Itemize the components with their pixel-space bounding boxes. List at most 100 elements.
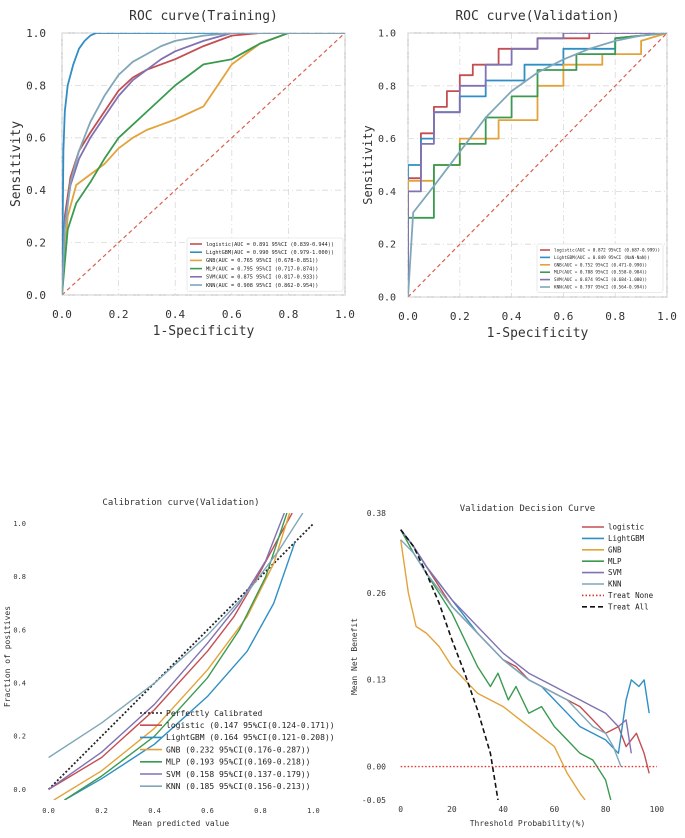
legend-label: Treat All: [608, 602, 649, 611]
legend: logistic(AUC = 0.872 95%CI (0.687-0.999)…: [536, 243, 664, 293]
x-tick-label: 0.0: [52, 308, 72, 321]
legend-label: logistic(AUC = 0.891 95%CI (0.839-0.944)…: [206, 242, 334, 248]
legend-label: MLP: [608, 557, 622, 566]
legend-box: [536, 243, 664, 293]
series-line-lightgbm: [62, 33, 345, 295]
legend-label: SVM(AUC = 0.875 95%CI (0.817-0.933)): [206, 275, 318, 281]
y-axis-label: Sensitivity: [361, 125, 375, 204]
legend: logistic LightGBM GNB MLP SVM KNN Treat None Tr…: [582, 523, 654, 611]
y-tick-label: 1.0: [26, 27, 46, 40]
y-axis-label: Fraction of positives: [3, 606, 12, 707]
legend: Perfectly Calibrated logistic (0.147 95%C…: [140, 709, 335, 791]
x-tick-label: 1.0: [657, 310, 677, 323]
y-tick-label: 0.00: [367, 762, 386, 771]
series-group: [400, 529, 657, 800]
x-tick-label: 0.8: [278, 308, 298, 321]
y-tick-label: 0.6: [13, 626, 26, 634]
legend-label: Treat None: [608, 591, 654, 600]
y-tick-label: 1.0: [378, 29, 396, 40]
x-tick-label: 0.6: [222, 308, 242, 321]
legend: logistic(AUC = 0.891 95%CI (0.839-0.944)…: [186, 237, 344, 292]
x-tick-label: 60: [550, 805, 560, 814]
legend-label: MLP(AUC = 0.795 95%CI (0.717-0.874)): [206, 266, 318, 272]
y-tick-label: 0.8: [378, 81, 396, 92]
series-line-logistic: [48, 513, 293, 790]
legend-label: GNB(AUC = 0.752 95%CI (0.471-0.990)): [554, 262, 647, 268]
legend-box: [186, 237, 344, 292]
series-line-mlp: [64, 513, 288, 800]
y-tick-label: 0.13: [367, 676, 386, 685]
x-tick-label: 0.2: [450, 310, 470, 323]
y-tick-label: 0.4: [378, 187, 396, 198]
legend-label: logistic(AUC = 0.872 95%CI (0.687-0.999)…: [554, 248, 660, 254]
y-tick-label: 0.4: [13, 680, 26, 688]
chart-title: Calibration curve(Validation): [102, 498, 259, 508]
roc-validation-panel: 0.0 0.2 0.4 0.6 0.8 1.0 0.0 0.2 0.4 0.6 0.8 1.0 ROC …: [361, 9, 677, 341]
legend-label: SVM: [608, 568, 622, 577]
y-tick-label: 1.0: [13, 520, 26, 528]
series-line-gnb: [53, 513, 291, 800]
x-tick-label: 0.4: [165, 308, 185, 321]
x-tick-label: 0.6: [201, 807, 214, 815]
y-tick-label: 0.6: [26, 132, 46, 145]
legend-label: MLP (0.193 95%CI(0.169-0.218)): [166, 758, 311, 767]
legend-label: MLP(AUC = 0.788 95%CI (0.558-0.984)): [554, 270, 647, 276]
series-group: [408, 33, 667, 297]
series-group: [47, 513, 315, 800]
legend-label: logistic (0.147 95%CI(0.124-0.171)): [166, 721, 335, 730]
y-tick-label: -0.05: [362, 796, 386, 805]
series-line-lightgbm: [64, 541, 296, 800]
y-tick-label: 0.0: [26, 289, 46, 302]
series-line-mlp: [408, 33, 667, 297]
legend-label: GNB: [608, 545, 622, 554]
series-line-knn: [408, 33, 667, 297]
y-tick-label: 0.8: [26, 79, 46, 92]
series-group: [62, 33, 345, 295]
chance-diagonal: [408, 33, 667, 297]
x-tick-label: 20: [447, 805, 457, 814]
legend-label: GNB (0.232 95%CI(0.176-0.287)): [166, 745, 311, 754]
x-tick-label: 0.2: [109, 308, 129, 321]
x-axis-label: Threshold Probability(%): [470, 819, 586, 828]
x-tick-label: 0.4: [148, 807, 161, 815]
x-tick-label: 0.8: [254, 807, 267, 815]
x-axis-label: 1-Specificity: [487, 326, 589, 341]
legend-label: LightGBM (0.164 95%CI(0.121-0.208)): [166, 733, 335, 742]
legend-label: LightGBM(AUC = 0.849 95%CI (NaN-NaN)): [554, 255, 650, 261]
legend-label: Perfectly Calibrated: [166, 709, 263, 718]
legend-label: KNN: [608, 580, 622, 589]
series-line-treat_all: [400, 529, 499, 800]
legend-label: LightGBM: [608, 534, 645, 543]
y-tick-label: 0.4: [26, 184, 46, 197]
x-tick-label: 0: [398, 805, 403, 814]
legend-label: SVM (0.158 95%CI(0.137-0.179)): [166, 770, 311, 779]
x-axis-label: 1-Specificity: [153, 324, 255, 339]
chart-title: ROC curve(Validation): [455, 9, 619, 24]
series-line-gnb: [400, 539, 586, 800]
calibration-panel: 0.0 0.2 0.4 0.6 0.8 1.0 0.0 0.2 0.4 0.6 0.8 1.0 Cali…: [3, 498, 335, 828]
x-tick-label: 0.8: [605, 310, 625, 323]
y-tick-label: 0.0: [378, 293, 396, 304]
legend-label: LightGBM(AUC = 0.990 95%CI (0.979-1.000)…: [206, 250, 334, 256]
y-axis-label: Sensitivity: [9, 121, 24, 207]
legend-label: GNB(AUC = 0.765 95%CI (0.678-0.851)): [206, 258, 318, 264]
x-tick-label: 0.0: [398, 310, 418, 323]
legend-label: KNN(AUC = 0.908 95%CI (0.862-0.954)): [206, 283, 318, 289]
x-tick-label: 1.0: [307, 807, 320, 815]
y-tick-label: 0.2: [378, 240, 396, 251]
series-line-mlp: [62, 33, 345, 295]
y-tick-label: 0.8: [13, 573, 26, 581]
series-line-svm: [408, 33, 667, 297]
chart-title: ROC curve(Training): [129, 9, 278, 24]
x-tick-label: 80: [601, 805, 611, 814]
y-tick-label: 0.2: [13, 733, 26, 741]
chart-title: Validation Decision Curve: [460, 504, 595, 514]
series-line-knn: [400, 539, 622, 767]
legend-label: logistic: [608, 523, 644, 532]
y-tick-label: 0.6: [378, 134, 396, 145]
x-tick-label: 0.6: [553, 310, 573, 323]
y-tick-label: 0.0: [13, 786, 26, 794]
series-line-knn: [62, 33, 345, 295]
decision-curve-panel: 0 20 40 60 80 100 -0.05 0.00 0.13 0.26 0.38 Validat…: [350, 504, 664, 828]
